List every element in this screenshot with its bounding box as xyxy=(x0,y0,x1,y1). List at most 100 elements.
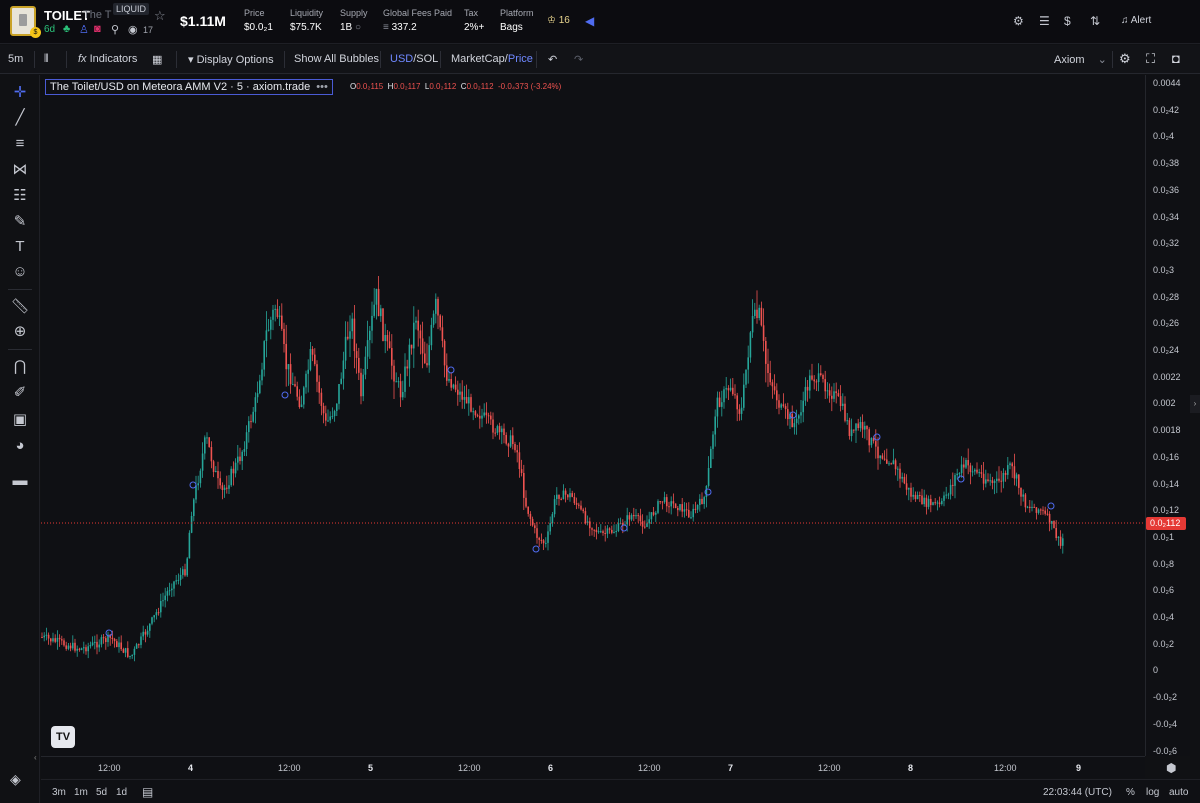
price-axis[interactable]: 0.0044 0.0₂42 0.0₂4 0.0₂38 0.0₂36 0.0₂34 0.0₂3… xyxy=(1145,75,1190,756)
candle-body xyxy=(72,642,74,649)
price-chart[interactable] xyxy=(41,75,1145,756)
layout-grid-icon[interactable]: ▦ xyxy=(152,54,163,66)
undo-icon[interactable]: ↶ xyxy=(548,54,558,66)
horizontal-lines-icon[interactable]: ≡ xyxy=(15,135,25,152)
range-5d[interactable]: 5d xyxy=(96,787,108,798)
settings-icon[interactable]: ⚙ xyxy=(1013,14,1024,28)
brush-icon[interactable]: ✎ xyxy=(13,213,27,230)
candle-body xyxy=(527,506,529,514)
auto-toggle[interactable]: auto xyxy=(1169,787,1189,798)
swap-arrows-icon[interactable]: ⇅ xyxy=(1090,14,1101,28)
list-icon[interactable]: ☰ xyxy=(1039,14,1050,28)
eye-toggle-icon[interactable]: ◕ xyxy=(15,437,25,454)
candlestick-chart[interactable] xyxy=(41,75,1145,756)
token-age: 6d xyxy=(44,24,56,35)
display-options-button[interactable]: ▾ Display Options xyxy=(188,54,274,66)
tradingview-logo[interactable]: TV xyxy=(51,726,75,748)
candle-body xyxy=(219,478,221,486)
magnet-icon[interactable]: ⋂ xyxy=(13,358,27,375)
date-range-icon[interactable]: ▤ xyxy=(142,785,154,799)
user-icon[interactable]: ♙ xyxy=(79,24,89,36)
candle-body xyxy=(485,412,488,416)
lock-drawing-icon[interactable]: ✐ xyxy=(13,384,27,401)
candle-body xyxy=(956,473,958,476)
collapse-right-icon[interactable]: › xyxy=(1190,395,1200,413)
utc-clock[interactable]: 22:03:44 (UTC) xyxy=(1043,787,1112,798)
candle-body xyxy=(421,338,424,354)
candle-body xyxy=(384,335,386,341)
candle-body xyxy=(122,649,125,653)
candle-body xyxy=(331,416,334,418)
candle-body xyxy=(1009,463,1011,466)
megaphone-icon[interactable]: ◀ xyxy=(585,14,595,28)
emoji-icon[interactable]: ☺ xyxy=(12,263,28,280)
candle-body xyxy=(490,415,492,420)
source-select[interactable]: Axiom ⌄ xyxy=(1054,54,1107,66)
show-all-bubbles-button[interactable]: Show All Bubbles xyxy=(294,53,379,65)
price-axis-label: -0.0₂6 xyxy=(1153,745,1178,756)
trash-icon[interactable]: ▬ xyxy=(12,472,28,489)
instagram-icon[interactable]: ◙ xyxy=(94,23,101,35)
candle-body xyxy=(252,411,254,422)
candle-body xyxy=(441,327,444,341)
camera-icon[interactable]: ◘ xyxy=(1172,51,1180,66)
candle-body xyxy=(371,315,373,331)
supply-info-icon: ○ xyxy=(355,22,362,33)
candle-body xyxy=(450,379,452,388)
star-icon[interactable]: ☆ xyxy=(154,8,166,23)
percent-toggle[interactable]: % xyxy=(1126,787,1135,798)
candle-body xyxy=(74,642,76,651)
alert-button[interactable]: ♫ Alert xyxy=(1121,15,1152,26)
candle-body xyxy=(991,480,994,483)
layers-icon[interactable]: ◈ xyxy=(10,771,21,787)
candle-body xyxy=(204,437,206,454)
interval-select[interactable]: 5m xyxy=(8,53,24,65)
token-symbol[interactable]: TOILET xyxy=(44,8,90,23)
fullscreen-icon[interactable]: ⛶ xyxy=(1146,51,1156,66)
time-axis[interactable]: 12:00 4 12:00 5 12:00 6 12:00 7 12:00 8 12:00 9 xyxy=(41,756,1145,778)
price-axis-label: -0.0₂4 xyxy=(1153,718,1178,729)
lock-icon[interactable]: ▣ xyxy=(12,411,28,428)
indicators-button[interactable]: fx Indicators xyxy=(78,53,138,65)
time-axis-label: 12:00 xyxy=(98,763,121,773)
candle-body xyxy=(872,437,875,442)
price-axis-label: 0.0₂34 xyxy=(1153,211,1180,222)
range-3m[interactable]: 3m xyxy=(52,787,66,798)
zoom-in-icon[interactable]: ⊕ xyxy=(13,323,27,340)
crosshair-icon[interactable]: ✛ xyxy=(13,84,27,101)
candle-body xyxy=(494,432,496,434)
currency-icon[interactable]: $ xyxy=(1064,14,1071,28)
range-1m[interactable]: 1m xyxy=(74,787,88,798)
token-logo[interactable] xyxy=(10,6,36,36)
crown-count[interactable]: ♔ 16 xyxy=(547,15,570,26)
ruler-icon[interactable]: 📏︎ xyxy=(10,298,30,315)
redo-icon[interactable]: ↷ xyxy=(574,54,584,66)
log-toggle[interactable]: log xyxy=(1146,787,1160,798)
chart-settings-icon[interactable]: ⚙ xyxy=(1119,51,1131,66)
chevron-left-icon[interactable]: ‹ xyxy=(34,753,37,762)
fib-retracement-icon[interactable]: ☷ xyxy=(13,187,27,204)
axis-settings-icon[interactable]: ⬢ xyxy=(1166,761,1177,775)
usd-sol-toggle[interactable]: USD/SOL xyxy=(390,53,439,65)
marketcap-price-toggle[interactable]: MarketCap/Price xyxy=(451,53,533,65)
candle-body xyxy=(575,503,578,505)
leaf-icon[interactable]: ♣ xyxy=(63,23,71,35)
candles-type-icon[interactable]: ⫴ xyxy=(44,53,49,65)
range-1d[interactable]: 1d xyxy=(116,787,128,798)
more-options-icon[interactable]: ••• xyxy=(316,81,328,93)
candle-body xyxy=(630,515,633,520)
candle-body xyxy=(52,638,54,642)
trend-line-icon[interactable]: ╱ xyxy=(15,109,25,126)
search-icon[interactable]: ⚲ xyxy=(111,24,120,36)
candle-body xyxy=(100,637,103,645)
candle-body xyxy=(144,631,147,635)
text-tool-icon[interactable]: T xyxy=(15,238,25,255)
candle-body xyxy=(408,344,411,369)
candle-body xyxy=(1000,480,1002,482)
candle-body xyxy=(842,403,844,406)
chart-legend-title[interactable]: The Toilet/USD on Meteora AMM V2 · 5 · a… xyxy=(45,79,333,95)
candle-body xyxy=(133,648,136,655)
candle-body xyxy=(351,318,353,332)
pitchfork-icon[interactable]: ⋈ xyxy=(12,161,28,178)
candle-body xyxy=(644,526,646,528)
